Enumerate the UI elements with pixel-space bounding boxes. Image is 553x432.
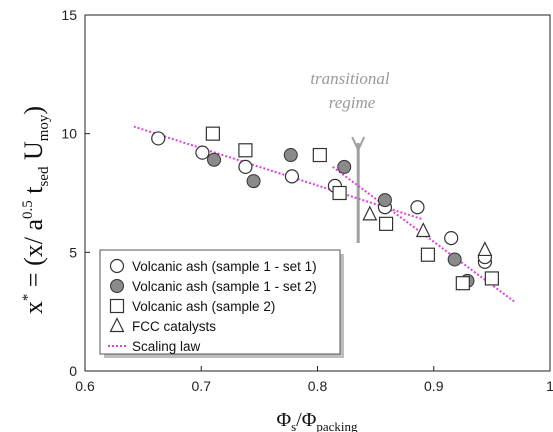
- data-point-series-3: [205, 126, 220, 141]
- legend: Volcanic ash (sample 1 - set 1) Volcanic …: [99, 249, 344, 358]
- y-tick-label: 15: [61, 7, 77, 23]
- data-point-series-3: [378, 216, 394, 231]
- data-marks: [133, 125, 516, 303]
- annotation-regime: regime: [329, 93, 376, 112]
- x-axis-label: Φs/Φpacking: [276, 409, 358, 432]
- x-tick-label: 0.7: [192, 378, 212, 394]
- data-point-series-1: [444, 230, 459, 246]
- y-axis-label: x* = (x/ a0.5 tsed Umoy): [19, 106, 52, 314]
- svg-text:x* = (x/ a0.5 tsed Umoy): x* = (x/ a0.5 tsed Umoy): [19, 106, 52, 314]
- data-point-series-1: [195, 145, 210, 160]
- legend-label-3: Volcanic ash (sample 2): [132, 299, 275, 314]
- data-point-series-2: [207, 152, 222, 167]
- data-point-series-3: [484, 271, 499, 286]
- data-point-series-1: [284, 169, 300, 184]
- data-point-series-4: [477, 241, 493, 257]
- data-point-series-2: [246, 174, 261, 189]
- data-point-series-1: [151, 131, 166, 146]
- data-point-series-2: [337, 159, 352, 174]
- data-point-series-3: [312, 147, 327, 163]
- legend-swatch-1: [109, 258, 125, 274]
- y-tick-label: 10: [61, 126, 77, 142]
- legend-label-2: Volcanic ash (sample 1 - set 2): [132, 279, 317, 294]
- legend-swatch-2: [110, 279, 124, 293]
- x-tick-label: 1: [546, 378, 553, 394]
- x-tick-label: 0.9: [424, 378, 444, 394]
- legend-swatch-4: [109, 317, 125, 333]
- data-point-series-1: [238, 159, 253, 174]
- x-tick-label: 0.8: [308, 378, 328, 394]
- y-tick-label: 5: [69, 244, 77, 260]
- scaling-law-line-1: [133, 125, 423, 221]
- data-point-series-2: [377, 193, 392, 208]
- legend-box: [99, 249, 341, 355]
- plot-area: [351, 136, 366, 243]
- data-point-series-3: [455, 276, 470, 291]
- data-point-series-3: [332, 185, 347, 201]
- legend-label-4: FCC catalysts: [132, 319, 216, 334]
- data-point-series-4: [415, 222, 431, 238]
- y-tick-label: 0: [69, 363, 77, 379]
- data-point-series-2: [447, 252, 462, 267]
- data-point-series-2: [283, 148, 298, 163]
- data-point-series-3: [238, 143, 253, 158]
- data-point-series-1: [410, 200, 425, 215]
- data-point-series-4: [362, 205, 378, 221]
- svg-text:Φs/Φpacking: Φs/Φpacking: [276, 409, 358, 432]
- transition-arrowhead: [351, 136, 366, 153]
- legend-swatch-3: [109, 298, 125, 314]
- data-point-series-3: [420, 247, 436, 262]
- legend-label-5: Scaling law: [132, 339, 201, 354]
- x-tick-label: 0.6: [75, 378, 95, 394]
- annotation-transitional: transitional: [310, 69, 390, 88]
- legend-label-1: Volcanic ash (sample 1 - set 1): [132, 259, 317, 274]
